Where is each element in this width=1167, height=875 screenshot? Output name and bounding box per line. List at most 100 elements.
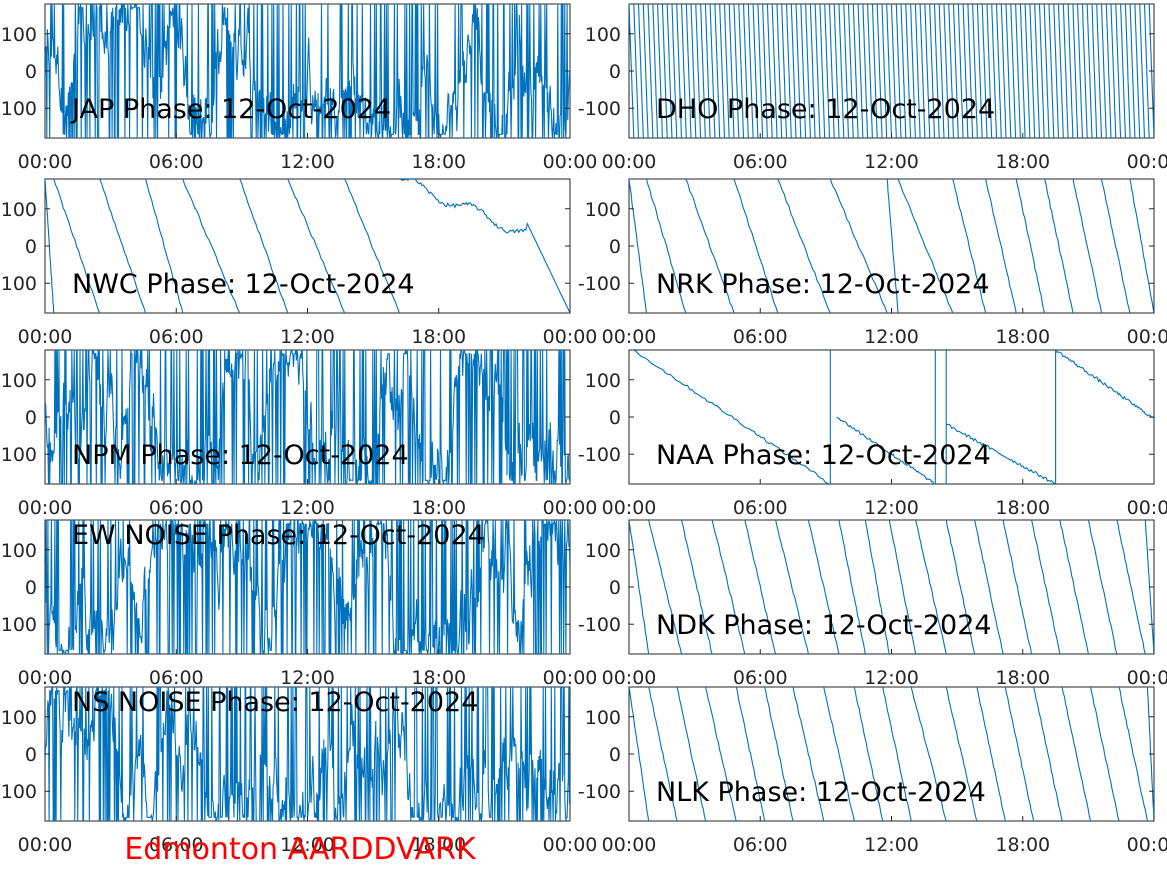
y-tick-label: 100 <box>1 370 37 392</box>
y-tick-label: 100 <box>1 781 37 803</box>
phase-trace <box>629 179 1154 313</box>
phase-trace <box>45 4 570 138</box>
x-tick-label: 00:00 <box>543 151 598 173</box>
phase-panel-7: 100 0 100 00:00 06:00 12:00 18:00 00:00 EW NOISE… <box>1 519 598 689</box>
x-tick-label: 00:00 <box>1127 667 1167 689</box>
axes-frame <box>628 519 1155 655</box>
x-tick-label: 00:00 <box>1127 326 1167 348</box>
x-tick-label: 18:00 <box>995 834 1050 856</box>
x-tick-label: 06:00 <box>149 497 204 519</box>
x-tick-label: 18:00 <box>411 326 466 348</box>
x-tick-label: 00:00 <box>18 497 73 519</box>
x-tick-label: 00:00 <box>18 667 73 689</box>
phase-trace <box>633 350 1154 484</box>
panel-title: NLK Phase: 12-Oct-2024 <box>656 777 986 808</box>
y-tick-label: -100 <box>578 98 621 120</box>
phase-panel-1: 100 0 100 00:00 06:00 12:00 18:00 00:00 JAP Phas… <box>1 3 598 173</box>
y-tick-label: 0 <box>609 407 621 429</box>
x-tick-label: 12:00 <box>280 497 335 519</box>
x-tick-label: 12:00 <box>280 667 335 689</box>
y-tick-label: 100 <box>1 199 37 221</box>
panel-title: DHO Phase: 12-Oct-2024 <box>656 94 995 125</box>
phase-trace <box>629 520 1154 654</box>
y-tick-label: 100 <box>585 199 621 221</box>
phase-panel-2: -100 0 100 00:00 06:00 12:00 18:00 00:00 DHO Pha… <box>578 3 1167 173</box>
y-tick-label: -100 <box>578 614 621 636</box>
x-tick-label: 18:00 <box>411 667 466 689</box>
y-tick-label: 0 <box>609 577 621 599</box>
x-tick-label: 00:00 <box>602 834 657 856</box>
x-tick-label: 12:00 <box>280 326 335 348</box>
panel-title: NPM Phase: 12-Oct-2024 <box>72 440 409 471</box>
y-tick-label: 0 <box>609 61 621 83</box>
x-tick-label: 06:00 <box>149 151 204 173</box>
phase-trace <box>629 687 1154 821</box>
phase-panel-10: -100 0 100 00:00 06:00 12:00 18:00 00:00 NLK Pha… <box>578 686 1167 856</box>
x-tick-label: 06:00 <box>733 497 788 519</box>
x-tick-label: 00:00 <box>1127 834 1167 856</box>
y-tick-label: 100 <box>1 24 37 46</box>
x-tick-label: 00:00 <box>602 667 657 689</box>
x-tick-label: 12:00 <box>864 834 919 856</box>
x-tick-label: 00:00 <box>18 834 73 856</box>
phase-trace <box>45 179 570 313</box>
x-tick-label: 12:00 <box>864 326 919 348</box>
y-tick-label: 100 <box>585 370 621 392</box>
panel-title: NRK Phase: 12-Oct-2024 <box>656 269 990 300</box>
y-tick-label: 100 <box>585 540 621 562</box>
x-tick-label: 06:00 <box>733 667 788 689</box>
x-tick-label: 06:00 <box>733 834 788 856</box>
phase-panel-6: -100 0 100 00:00 06:00 12:00 18:00 00:00 NAA Pha… <box>578 349 1167 519</box>
x-tick-label: 00:00 <box>543 834 598 856</box>
phase-panels: 100 0 100 00:00 06:00 12:00 18:00 00:00 JAP Phas… <box>1 3 1167 856</box>
x-tick-label: 06:00 <box>733 151 788 173</box>
panel-title: NWC Phase: 12-Oct-2024 <box>72 269 415 300</box>
x-tick-label: 18:00 <box>995 497 1050 519</box>
x-tick-label: 12:00 <box>864 667 919 689</box>
y-tick-label: 0 <box>25 61 37 83</box>
x-tick-label: 00:00 <box>543 497 598 519</box>
x-tick-label: 00:00 <box>543 667 598 689</box>
x-tick-label: 12:00 <box>280 151 335 173</box>
phase-trace <box>45 350 570 484</box>
x-tick-label: 00:00 <box>602 497 657 519</box>
phase-trace <box>629 4 1154 138</box>
y-tick-label: 0 <box>25 577 37 599</box>
phase-panel-8: -100 0 100 00:00 06:00 12:00 18:00 00:00 NDK Pha… <box>578 519 1167 689</box>
x-tick-label: 00:00 <box>18 326 73 348</box>
y-tick-label: 0 <box>609 236 621 258</box>
phase-panel-4: -100 0 100 00:00 06:00 12:00 18:00 00:00 NRK Pha… <box>578 178 1167 348</box>
x-tick-label: 18:00 <box>995 151 1050 173</box>
y-tick-label: -100 <box>578 781 621 803</box>
x-tick-label: 00:00 <box>1127 151 1167 173</box>
x-tick-label: 12:00 <box>864 151 919 173</box>
y-tick-label: 100 <box>585 707 621 729</box>
x-tick-label: 00:00 <box>602 151 657 173</box>
y-tick-label: 0 <box>25 236 37 258</box>
y-tick-label: 100 <box>1 273 37 295</box>
y-tick-label: -100 <box>578 444 621 466</box>
y-tick-label: 100 <box>585 24 621 46</box>
x-tick-label: 00:00 <box>602 326 657 348</box>
panel-title: NS NOISE Phase: 12-Oct-2024 <box>72 687 478 718</box>
phase-panel-5: 100 0 100 00:00 06:00 12:00 18:00 00:00 NPM Phas… <box>1 349 598 519</box>
y-tick-label: 100 <box>1 98 37 120</box>
axes-frame <box>628 349 1155 485</box>
y-tick-label: 100 <box>1 707 37 729</box>
y-tick-label: 0 <box>25 407 37 429</box>
x-tick-label: 18:00 <box>411 834 466 856</box>
y-tick-label: 100 <box>1 444 37 466</box>
x-tick-label: 00:00 <box>1127 497 1167 519</box>
x-tick-label: 18:00 <box>411 151 466 173</box>
panel-title: JAP Phase: 12-Oct-2024 <box>70 94 391 125</box>
x-tick-label: 18:00 <box>411 497 466 519</box>
axes-frame <box>628 178 1155 314</box>
y-tick-label: 100 <box>1 540 37 562</box>
x-tick-label: 12:00 <box>864 497 919 519</box>
x-tick-label: 06:00 <box>149 667 204 689</box>
x-tick-label: 18:00 <box>995 667 1050 689</box>
phase-trace <box>45 520 570 654</box>
y-tick-label: 0 <box>609 744 621 766</box>
x-tick-label: 06:00 <box>149 326 204 348</box>
